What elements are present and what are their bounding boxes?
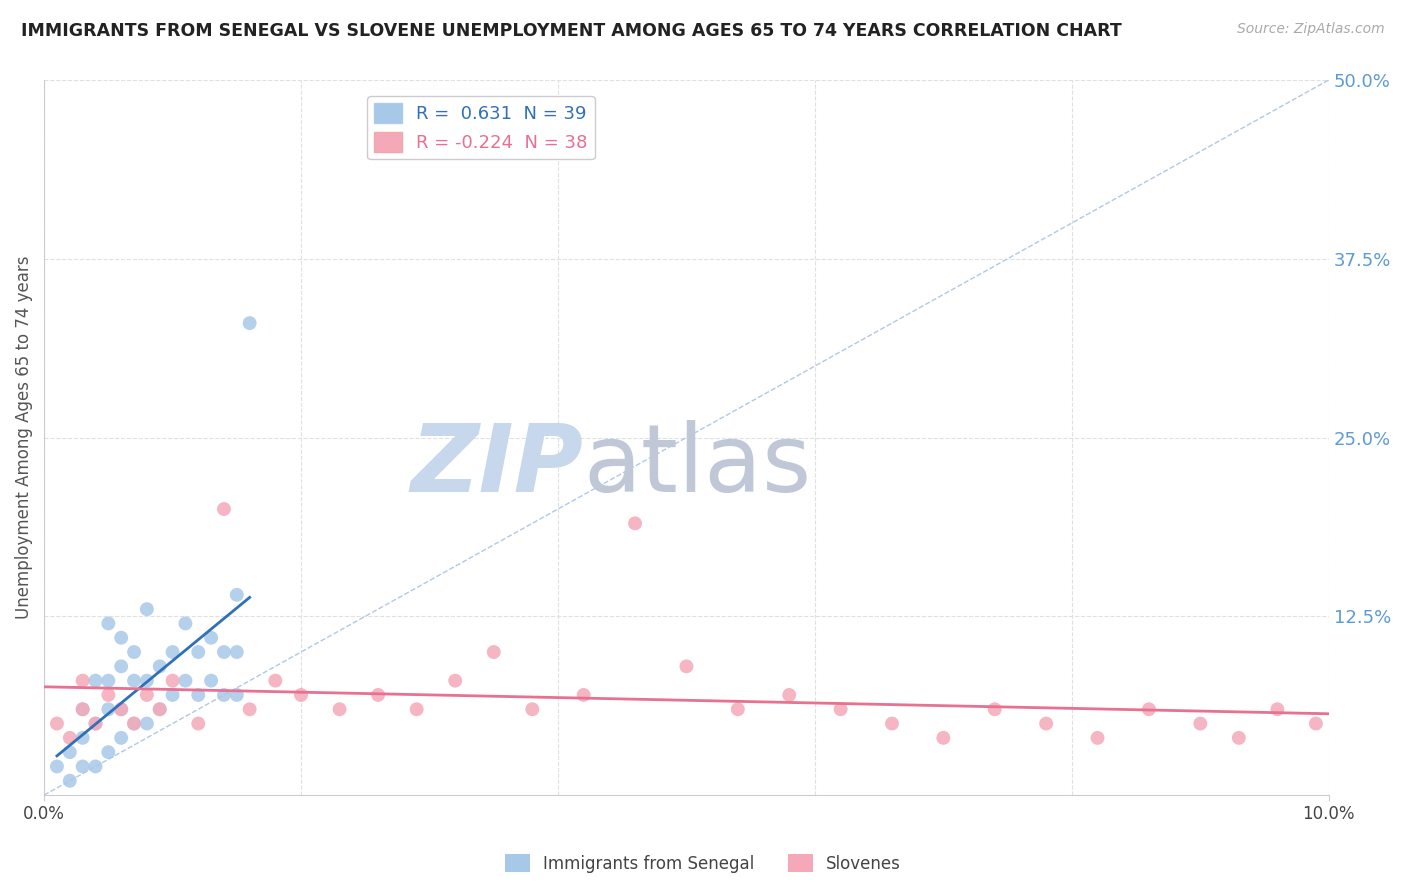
- Point: [225, 688, 247, 702]
- Point: [46, 716, 69, 731]
- Point: [84, 673, 107, 688]
- Point: [200, 631, 222, 645]
- Point: [72, 759, 94, 773]
- Point: [72, 673, 94, 688]
- Point: [200, 673, 222, 688]
- Point: [572, 688, 595, 702]
- Point: [59, 745, 82, 759]
- Point: [239, 702, 262, 716]
- Point: [1227, 731, 1250, 745]
- Text: Source: ZipAtlas.com: Source: ZipAtlas.com: [1237, 22, 1385, 37]
- Point: [830, 702, 852, 716]
- Point: [239, 316, 262, 330]
- Point: [212, 645, 235, 659]
- Y-axis label: Unemployment Among Ages 65 to 74 years: Unemployment Among Ages 65 to 74 years: [15, 256, 32, 619]
- Point: [778, 688, 800, 702]
- Legend: Immigrants from Senegal, Slovenes: Immigrants from Senegal, Slovenes: [498, 847, 908, 880]
- Point: [187, 645, 209, 659]
- Point: [149, 702, 172, 716]
- Text: atlas: atlas: [583, 420, 811, 512]
- Point: [212, 688, 235, 702]
- Point: [110, 659, 132, 673]
- Point: [1267, 702, 1289, 716]
- Point: [174, 673, 197, 688]
- Point: [149, 659, 172, 673]
- Point: [72, 731, 94, 745]
- Point: [405, 702, 427, 716]
- Point: [187, 716, 209, 731]
- Point: [135, 688, 157, 702]
- Point: [97, 702, 120, 716]
- Point: [135, 602, 157, 616]
- Point: [135, 673, 157, 688]
- Point: [225, 645, 247, 659]
- Point: [329, 702, 352, 716]
- Point: [367, 688, 389, 702]
- Point: [84, 716, 107, 731]
- Point: [84, 759, 107, 773]
- Point: [122, 716, 145, 731]
- Point: [187, 688, 209, 702]
- Point: [880, 716, 903, 731]
- Point: [727, 702, 749, 716]
- Point: [675, 659, 697, 673]
- Point: [1035, 716, 1057, 731]
- Point: [162, 688, 184, 702]
- Point: [97, 745, 120, 759]
- Point: [522, 702, 544, 716]
- Point: [225, 588, 247, 602]
- Point: [110, 631, 132, 645]
- Point: [174, 616, 197, 631]
- Point: [290, 688, 312, 702]
- Point: [162, 645, 184, 659]
- Point: [84, 716, 107, 731]
- Point: [984, 702, 1007, 716]
- Point: [264, 673, 287, 688]
- Point: [59, 731, 82, 745]
- Point: [46, 759, 69, 773]
- Point: [482, 645, 505, 659]
- Point: [122, 673, 145, 688]
- Point: [135, 716, 157, 731]
- Point: [444, 673, 467, 688]
- Point: [97, 688, 120, 702]
- Point: [932, 731, 955, 745]
- Point: [1305, 716, 1327, 731]
- Point: [1087, 731, 1109, 745]
- Point: [624, 516, 647, 531]
- Point: [110, 731, 132, 745]
- Point: [110, 702, 132, 716]
- Point: [72, 702, 94, 716]
- Point: [59, 773, 82, 788]
- Point: [97, 616, 120, 631]
- Point: [1137, 702, 1160, 716]
- Point: [122, 716, 145, 731]
- Point: [162, 673, 184, 688]
- Point: [122, 645, 145, 659]
- Point: [72, 702, 94, 716]
- Text: ZIP: ZIP: [411, 420, 583, 512]
- Text: IMMIGRANTS FROM SENEGAL VS SLOVENE UNEMPLOYMENT AMONG AGES 65 TO 74 YEARS CORREL: IMMIGRANTS FROM SENEGAL VS SLOVENE UNEMP…: [21, 22, 1122, 40]
- Point: [1189, 716, 1212, 731]
- Point: [149, 702, 172, 716]
- Point: [110, 702, 132, 716]
- Point: [212, 502, 235, 516]
- Legend: R =  0.631  N = 39, R = -0.224  N = 38: R = 0.631 N = 39, R = -0.224 N = 38: [367, 96, 595, 160]
- Point: [97, 673, 120, 688]
